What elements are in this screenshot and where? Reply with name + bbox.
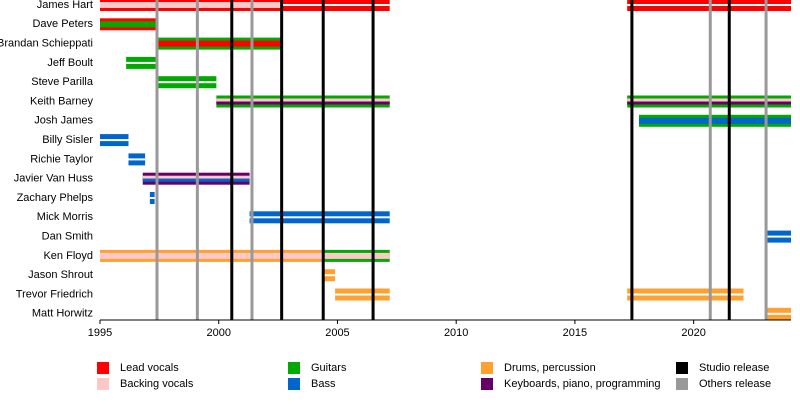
bar-stripe: [627, 293, 744, 296]
member-label: Mick Morris: [37, 211, 94, 223]
legend-label: Bass: [311, 378, 336, 390]
member-label: Ken Floyd: [43, 250, 93, 262]
legend-swatch: [481, 378, 493, 390]
bar-stripe: [128, 158, 146, 161]
bar-stripe: [766, 235, 791, 238]
legend-swatch: [676, 362, 688, 374]
bar-stripe: [766, 312, 791, 315]
member-label: Brandan Schieppati: [0, 38, 93, 50]
legend-label: Drums, percussion: [504, 362, 596, 374]
x-tick-label: 2020: [681, 327, 705, 339]
legend-swatch: [288, 378, 300, 390]
bar-stripe: [149, 197, 155, 199]
legend-swatch: [676, 378, 688, 390]
bar-stripe: [100, 252, 324, 259]
bar-stripe: [335, 293, 390, 296]
legend-label: Lead vocals: [120, 362, 179, 374]
bar-stripe: [323, 274, 336, 277]
x-tick-label: 1995: [88, 327, 112, 339]
x-tick-label: 2015: [563, 327, 587, 339]
bar-stripe: [156, 81, 217, 84]
member-label: Trevor Friedrich: [16, 288, 93, 300]
legend-swatch: [97, 362, 109, 374]
bar-stripe: [156, 40, 282, 47]
bar-stripe: [249, 216, 390, 219]
legend-label: Backing vocals: [120, 378, 194, 390]
bar-stripe: [216, 101, 390, 105]
member-label: Jason Shrout: [28, 269, 93, 281]
bar-stripe: [323, 252, 390, 259]
x-tick-label: 2000: [206, 327, 230, 339]
member-label: Javier Van Huss: [14, 173, 94, 185]
bar-stripe: [216, 98, 390, 102]
bar-stripe: [126, 61, 157, 64]
legend-label: Guitars: [311, 362, 347, 374]
member-label: Billy Sisler: [42, 134, 93, 146]
bar-stripe: [281, 4, 390, 6]
bar-stripe: [100, 21, 157, 28]
legend-swatch: [288, 362, 300, 374]
bar-stripe: [639, 117, 791, 124]
member-label: Josh James: [34, 115, 93, 127]
member-label: Keith Barney: [30, 95, 93, 107]
legend-swatch: [97, 378, 109, 390]
member-label: Steve Parilla: [31, 76, 94, 88]
member-label: James Hart: [37, 0, 93, 11]
member-label: Dan Smith: [42, 231, 93, 243]
bar-stripe: [100, 2, 282, 8]
member-label: Dave Peters: [32, 18, 93, 30]
bar-stripe: [100, 139, 129, 142]
member-label: Richie Taylor: [30, 153, 93, 165]
legend-label: Others release: [699, 378, 771, 390]
x-tick-label: 2010: [444, 327, 468, 339]
member-label: Matt Horwitz: [32, 308, 93, 320]
legend-label: Studio release: [699, 362, 769, 374]
x-tick-label: 2005: [325, 327, 349, 339]
legend-label: Keyboards, piano, programming: [504, 378, 661, 390]
member-label: Zachary Phelps: [17, 192, 94, 204]
member-label: Jeff Boult: [47, 57, 93, 69]
legend-swatch: [481, 362, 493, 374]
